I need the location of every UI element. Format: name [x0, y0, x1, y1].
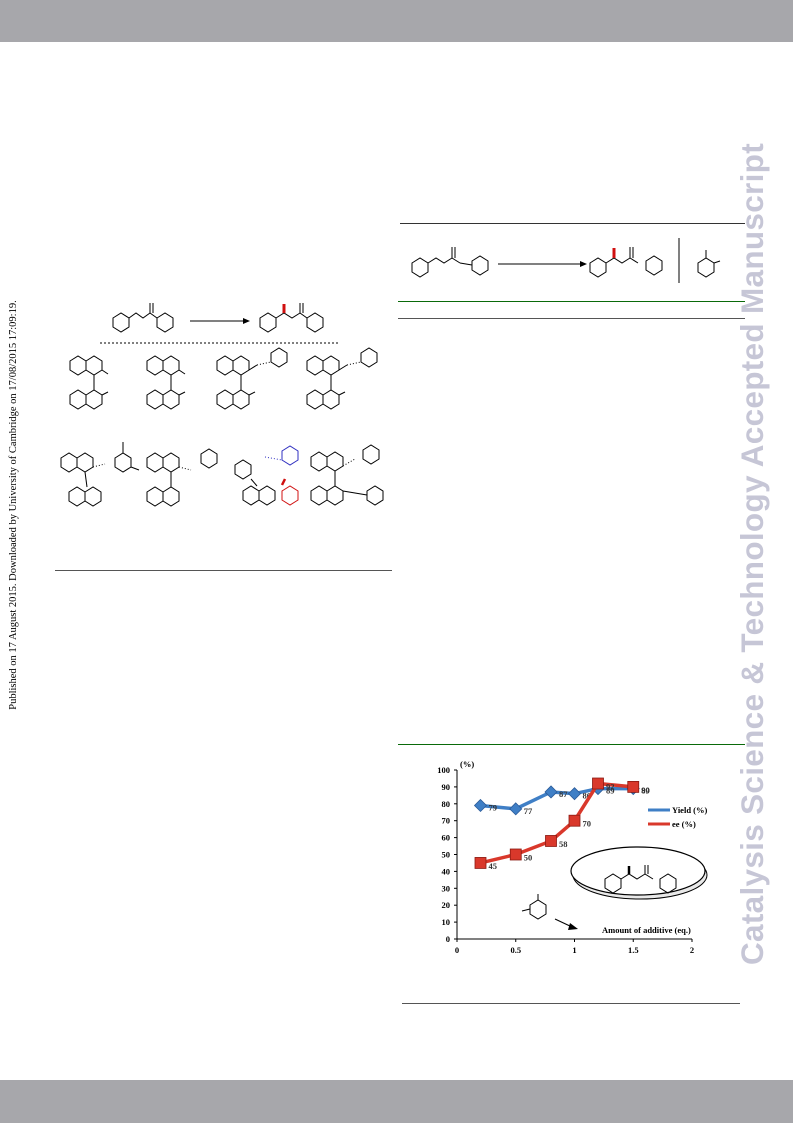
legend-label: ee (%) [672, 819, 696, 829]
data-label: 89 [641, 786, 650, 796]
legend-label: Yield (%) [672, 805, 708, 815]
data-point [509, 848, 522, 861]
y-tick-label: 50 [442, 850, 451, 860]
data-label: 89 [606, 786, 615, 796]
y-axis-label: (%) [460, 759, 474, 769]
x-tick-label: 0 [455, 945, 459, 955]
ligand-structure [216, 347, 288, 410]
scheme-right-top-rule [400, 223, 745, 224]
data-label: 45 [489, 861, 498, 871]
ligand-scheme-figure [60, 303, 384, 507]
data-label: 86 [583, 791, 592, 801]
data-point [567, 787, 582, 801]
data-label: 77 [524, 806, 533, 816]
substrate-structure [411, 247, 489, 278]
product-structure [259, 303, 324, 333]
x-tick-label: 1.5 [628, 945, 639, 955]
data-label: 92 [606, 782, 615, 792]
data-label: 79 [489, 802, 498, 812]
x-tick-label: 0.5 [510, 945, 521, 955]
reaction-scheme-figure [411, 238, 721, 283]
ligand-structure [234, 445, 299, 506]
data-label: 87 [559, 789, 568, 799]
chart-axes: 0 10 20 30 40 50 60 70 80 90 100 0 0.5 1 1.5 2 (%) Amount… [437, 759, 694, 955]
y-tick-label: 30 [442, 883, 451, 893]
publication-note: Published on 17 August 2015. Downloaded … [8, 300, 19, 710]
ligand-structure [310, 444, 384, 506]
scheme-right-thin-rule [398, 318, 745, 319]
data-label: 50 [524, 853, 533, 863]
data-point [473, 798, 488, 813]
additive-structure [697, 250, 721, 278]
x-tick-label: 2 [690, 945, 694, 955]
y-tick-label: 90 [442, 782, 451, 792]
data-point [592, 777, 604, 790]
y-tick-label: 100 [437, 765, 450, 775]
data-label: 70 [583, 819, 592, 829]
bottom-banner [0, 1080, 793, 1123]
chart-legend: Yield (%) ee (%) [648, 805, 708, 829]
data-point [544, 785, 558, 799]
scheme-left-bottom-rule [55, 570, 392, 571]
data-label: 58 [559, 839, 568, 849]
chart-inset [521, 846, 708, 930]
y-tick-label: 80 [442, 799, 451, 809]
chart-bottom-rule [402, 1003, 740, 1004]
data-point [509, 802, 523, 816]
scheme-right-green-rule [398, 301, 745, 302]
additive-chart: 0 10 20 30 40 50 60 70 80 90 100 0 0.5 1 1.5 2 (%) Amount… [437, 759, 708, 955]
y-tick-label: 20 [442, 900, 451, 910]
y-tick-label: 60 [442, 833, 451, 843]
top-banner [0, 0, 793, 42]
data-point [474, 857, 487, 869]
x-tick-label: 1 [572, 945, 576, 955]
substrate-structure [112, 303, 174, 333]
x-axis-label: Amount of additive (eq.) [602, 925, 691, 935]
data-point [568, 814, 581, 827]
chart-top-rule [398, 744, 745, 745]
y-tick-label: 0 [446, 934, 450, 944]
data-label: 90 [641, 785, 650, 795]
ligand-structure [146, 448, 218, 507]
inset-product-structure [604, 865, 677, 894]
ligand-structure [69, 355, 109, 410]
data-point [545, 835, 557, 847]
y-tick-label: 40 [442, 866, 451, 876]
y-tick-label: 70 [442, 816, 451, 826]
ligand-structure [60, 442, 140, 507]
chart-series: 79 77 87 86 89 89 45 50 58 70 92 90 [473, 777, 650, 871]
ligand-structure [306, 347, 378, 410]
data-point [627, 781, 640, 793]
y-tick-label: 10 [442, 917, 451, 927]
inset-additive-structure [521, 894, 547, 920]
product-structure [589, 247, 663, 278]
ligand-structure [146, 355, 186, 410]
